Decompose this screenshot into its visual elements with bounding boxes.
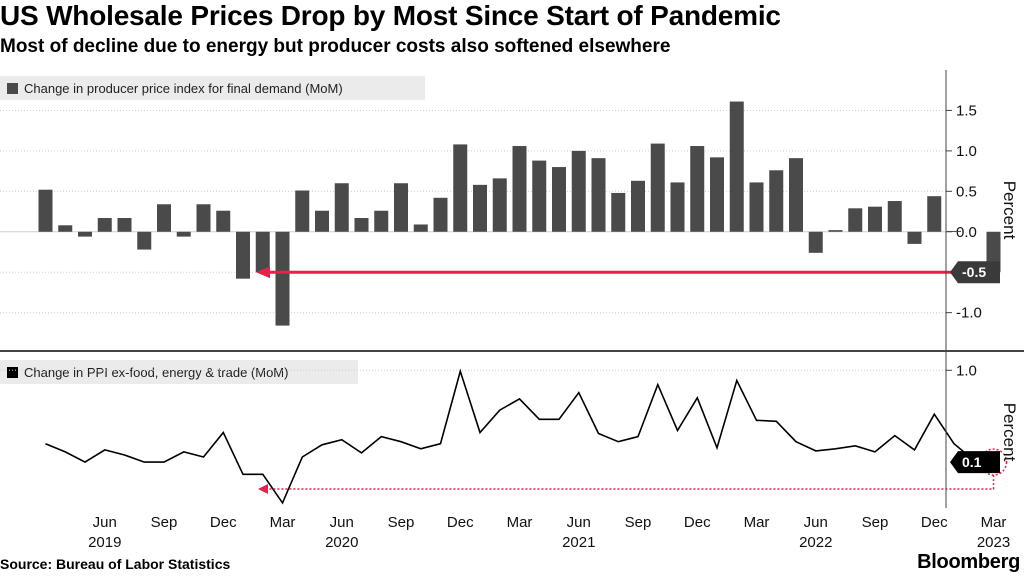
bar <box>552 167 566 232</box>
bar <box>275 231 290 326</box>
top-y-tick-label: 0.5 <box>956 183 977 200</box>
bar <box>887 201 902 232</box>
bar <box>789 158 803 232</box>
bar <box>729 101 744 232</box>
bar <box>907 231 922 244</box>
bar <box>157 204 171 232</box>
bar <box>315 210 329 232</box>
bar <box>808 231 823 253</box>
top-y-tick-label: 1.0 <box>956 143 977 160</box>
x-tick-label: Dec <box>210 514 237 531</box>
x-year-label: 2019 <box>88 534 121 551</box>
top-y-tick-label: -1.0 <box>956 305 982 322</box>
bar <box>848 208 863 232</box>
bar <box>255 231 270 273</box>
x-tick-label: Dec <box>447 514 474 531</box>
bar <box>591 158 606 232</box>
x-tick-label: Mar <box>507 514 533 531</box>
top-y-axis-title: Percent <box>1000 181 1019 240</box>
top-legend-swatch <box>7 83 18 94</box>
x-tick-label: Sep <box>388 514 415 531</box>
x-tick-label: Sep <box>625 514 652 531</box>
chart-title: US Wholesale Prices Drop by Most Since S… <box>0 0 781 31</box>
x-year-label: 2020 <box>325 534 358 551</box>
x-tick-label: Jun <box>330 514 354 531</box>
bar <box>710 157 724 232</box>
x-tick-label: Jun <box>93 514 117 531</box>
source-note: Source: Bureau of Labor Statistics <box>0 556 231 572</box>
series-line <box>45 368 994 505</box>
bar <box>571 150 586 232</box>
x-year-label: 2022 <box>799 534 832 551</box>
bar <box>374 210 389 232</box>
bar <box>650 143 665 232</box>
bar <box>749 182 764 232</box>
bar <box>828 230 843 232</box>
bar <box>512 146 527 232</box>
bar <box>334 183 349 232</box>
x-tick-label: Dec <box>921 514 948 531</box>
bottom-y-axis-title: Percent <box>1000 403 1019 462</box>
x-tick-label: Mar <box>981 514 1007 531</box>
bar <box>492 178 507 232</box>
bar <box>769 170 784 232</box>
x-tick-label: Jun <box>567 514 591 531</box>
x-tick-label: Mar <box>270 514 296 531</box>
top-y-tick-label: 0.0 <box>956 224 977 241</box>
bar <box>453 144 468 232</box>
bottom-y-tick-label: 1.0 <box>956 362 977 379</box>
bar <box>295 190 310 232</box>
bar <box>690 146 705 232</box>
bar <box>868 206 882 232</box>
bar <box>433 197 448 232</box>
bar <box>394 183 408 232</box>
bottom-legend-label: Change in PPI ex-food, energy & trade (M… <box>24 365 288 380</box>
bar <box>927 196 942 232</box>
top-arrow-head <box>256 266 270 279</box>
bar <box>354 218 369 232</box>
x-tick-label: Sep <box>862 514 889 531</box>
bar <box>947 230 961 232</box>
x-year-label: 2023 <box>977 534 1010 551</box>
top-callout-box <box>950 261 1000 284</box>
top-legend-box <box>0 76 425 100</box>
bar <box>413 224 428 232</box>
bar <box>117 218 132 232</box>
bar <box>611 192 626 232</box>
bar <box>631 180 645 232</box>
bar <box>137 231 152 250</box>
x-tick-label: Jun <box>804 514 828 531</box>
bar <box>78 231 92 237</box>
x-tick-label: Sep <box>151 514 178 531</box>
bar <box>97 218 112 232</box>
top-y-tick-label: 1.5 <box>956 102 977 119</box>
bottom-callout-label: 0.1 <box>962 454 982 470</box>
bar <box>532 160 547 232</box>
top-legend-label: Change in producer price index for final… <box>24 81 343 96</box>
bar <box>473 184 487 232</box>
bar <box>176 231 191 237</box>
bottom-arrow-head <box>258 484 268 494</box>
x-year-label: 2021 <box>562 534 595 551</box>
x-tick-label: Mar <box>744 514 770 531</box>
bar <box>38 189 53 232</box>
bloomberg-logo: Bloomberg <box>917 551 1020 573</box>
bottom-legend-swatch <box>7 367 18 378</box>
bottom-legend-box <box>0 360 358 384</box>
bar <box>670 182 685 232</box>
bar <box>196 204 211 232</box>
x-tick-label: Dec <box>684 514 711 531</box>
top-callout-label: -0.5 <box>962 264 986 280</box>
bar <box>236 231 250 279</box>
chart-subtitle: Most of decline due to energy but produc… <box>0 36 671 57</box>
bottom-callout-box <box>950 451 1000 474</box>
bar <box>216 210 231 232</box>
bottom-arrow-line <box>268 475 995 490</box>
bar <box>58 225 73 232</box>
